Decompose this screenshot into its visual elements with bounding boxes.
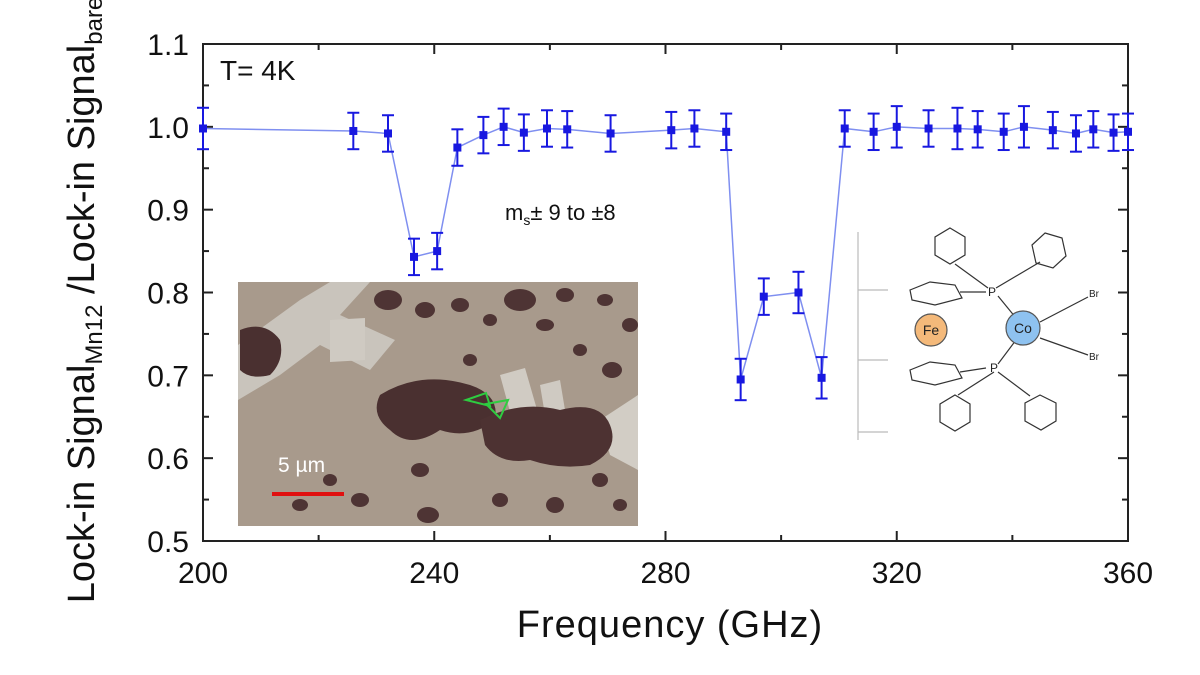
tick-labels: 200 240 280 320 360 0.5 0.6 0.7 0.8 0.9 1.0 1.1: [147, 29, 1153, 590]
data-point: [199, 124, 207, 133]
x-tick-label: 240: [409, 557, 459, 590]
phosphorus-label-top: P: [988, 285, 996, 299]
data-point: [1089, 125, 1098, 134]
data-point: [722, 127, 731, 136]
molecule-structure: [857, 227, 1089, 440]
data-point: [924, 124, 933, 133]
y-tick-label: 1.1: [147, 29, 189, 62]
y-tick-label: 0.9: [147, 195, 189, 228]
data-point: [973, 125, 982, 134]
data-point: [953, 124, 962, 133]
data-point: [542, 124, 551, 133]
data-point: [999, 127, 1008, 136]
y-title-sub1: Mn12: [81, 305, 108, 365]
data-point: [384, 129, 392, 138]
data-point: [1048, 126, 1057, 135]
cobalt-label: Co: [1014, 320, 1032, 336]
transition-label: ms± 9 to ±8: [505, 200, 616, 228]
scale-bar-label: 5 µm: [278, 454, 325, 477]
data-point: [1019, 122, 1028, 131]
data-series: [197, 105, 1134, 402]
data-point: [840, 124, 849, 133]
data-point: [453, 143, 462, 152]
x-tick-label: 360: [1103, 557, 1153, 590]
iron-label: Fe: [923, 322, 940, 338]
x-tick-label: 200: [178, 557, 228, 590]
y-tick-label: 0.6: [147, 443, 189, 476]
data-point: [759, 292, 768, 301]
y-tick-label: 0.8: [147, 278, 189, 311]
bromine-label-bottom: Br: [1089, 352, 1100, 363]
data-point: [1071, 129, 1080, 138]
data-point: [563, 125, 572, 134]
data-point: [433, 247, 442, 256]
data-point: [499, 122, 508, 131]
transition-sub: s: [523, 212, 530, 228]
y-title-sub2: bare: [81, 0, 108, 45]
x-tick-label: 320: [872, 557, 922, 590]
data-point: [1109, 128, 1118, 137]
microscope-inset: 5 µm: [238, 282, 638, 526]
data-point: [519, 128, 528, 137]
y-title-part2: /Lock-in Signal: [61, 45, 103, 305]
y-axis-title: Lock-in SignalMn12 /Lock-in Signalbare: [61, 0, 108, 603]
data-point: [892, 122, 901, 131]
phosphorus-label-bottom: P: [990, 361, 998, 375]
data-point: [667, 126, 676, 135]
y-tick-label: 0.7: [147, 360, 189, 393]
x-axis-title: Frequency (GHz): [517, 604, 823, 646]
data-point: [817, 373, 826, 382]
data-point: [794, 288, 803, 297]
transition-rest: ± 9 to ±8: [530, 200, 615, 225]
data-point: [690, 124, 699, 133]
temperature-label: T= 4K: [220, 55, 296, 86]
data-point: [349, 126, 358, 135]
data-point: [606, 129, 615, 138]
data-point: [410, 252, 419, 261]
data-point: [869, 127, 878, 136]
data-point: [1124, 127, 1132, 136]
y-tick-label: 1.0: [147, 112, 189, 145]
data-point: [736, 375, 745, 384]
y-title-part1: Lock-in Signal: [61, 365, 103, 604]
x-tick-label: 280: [640, 557, 690, 590]
transition-main: m: [505, 200, 523, 225]
molecule-labels: Fe Co P P Br Br: [923, 285, 1100, 375]
axis-ticks: [202, 43, 1129, 542]
data-point: [479, 131, 488, 140]
bromine-label-top: Br: [1089, 289, 1100, 300]
y-tick-label: 0.5: [147, 526, 189, 559]
